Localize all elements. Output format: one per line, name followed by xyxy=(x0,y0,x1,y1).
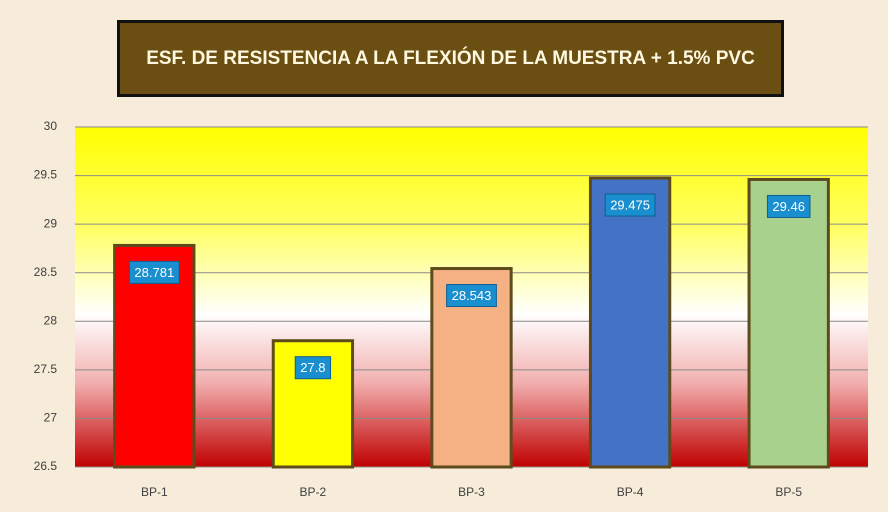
bar xyxy=(747,177,830,469)
x-tick-label: BP-2 xyxy=(300,485,327,499)
chart-title: ESF. DE RESISTENCIA A LA FLEXIÓN DE LA M… xyxy=(117,20,784,97)
value-label-box xyxy=(604,193,656,217)
value-label-box xyxy=(294,356,332,380)
value-label: 27.8 xyxy=(300,360,325,375)
x-tick-label: BP-3 xyxy=(458,485,485,499)
y-tick-label: 29.5 xyxy=(34,168,58,182)
y-tick-label: 29 xyxy=(44,216,58,230)
y-tick-label: 27.5 xyxy=(34,362,58,376)
value-label: 28.543 xyxy=(452,288,492,303)
y-tick-label: 27 xyxy=(44,411,58,425)
y-tick-label: 28.5 xyxy=(34,265,58,279)
x-tick-label: BP-4 xyxy=(617,485,644,499)
y-tick-label: 28 xyxy=(44,313,58,327)
y-tick-label: 26.5 xyxy=(34,459,58,473)
value-label-box xyxy=(766,194,811,218)
value-label-box xyxy=(128,260,180,284)
x-tick-label: BP-5 xyxy=(775,485,802,499)
value-label: 29.46 xyxy=(772,199,805,214)
bar xyxy=(588,176,672,469)
value-label-box xyxy=(446,284,497,308)
value-label: 29.475 xyxy=(610,197,650,212)
y-tick-label: 30 xyxy=(44,119,58,133)
value-label: 28.781 xyxy=(134,265,174,280)
x-tick-label: BP-1 xyxy=(141,485,168,499)
